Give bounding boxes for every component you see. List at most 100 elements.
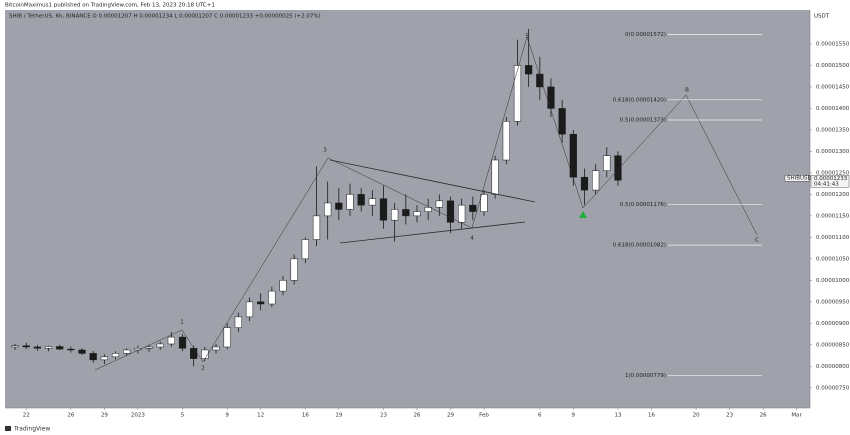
candle-body <box>614 155 622 181</box>
price-box-bg <box>784 175 810 182</box>
wave-label: 5 <box>525 34 529 40</box>
candle-body <box>201 349 209 359</box>
candle-body <box>156 343 164 348</box>
y-tick-label: 0.00001150 <box>816 213 850 219</box>
candle-body <box>89 353 97 361</box>
footer-brand: TradingView <box>13 426 50 433</box>
fib-label: 0.618(0.00001420) <box>613 97 666 103</box>
x-tick-label: Feb <box>479 413 489 419</box>
x-tick-label: 9 <box>572 413 576 419</box>
triangle-lower <box>339 221 526 244</box>
y-tick-label: 0.00000800 <box>816 364 850 370</box>
candle-body <box>167 336 175 345</box>
candle-body <box>257 301 265 305</box>
x-tick-label: 12 <box>257 413 264 419</box>
candle-body <box>536 73 544 88</box>
axis-labels: 0.00001550 0.00001500 0.00001450 0.00001400… <box>23 41 850 418</box>
candle-body <box>379 198 388 221</box>
candle-body <box>100 356 108 361</box>
candle-body <box>234 316 242 328</box>
x-tick-label: 6 <box>538 413 542 419</box>
candle-body <box>469 204 477 212</box>
candle-body <box>402 209 410 217</box>
symbol-line: SHIB / TetherUS, 6h, BINANCE O 0.0000120… <box>9 14 321 20</box>
brand-logo <box>5 426 11 431</box>
x-tick-label: 22 <box>23 413 30 419</box>
x-tick-label: Mar <box>791 413 802 419</box>
candle-body <box>290 258 298 281</box>
wave-label: 4 <box>470 236 474 242</box>
candle-body <box>56 346 64 350</box>
y-tick-label: 0.00001200 <box>816 192 850 198</box>
y-tick-label: 0.00000750 <box>816 385 850 391</box>
candle-body <box>346 194 354 210</box>
candle-body <box>178 336 187 349</box>
triangle-upper <box>329 159 536 203</box>
candle-body <box>268 290 276 305</box>
wave-label: 3 <box>323 148 327 154</box>
x-tick-label: 26 <box>413 413 420 419</box>
candle-body <box>513 65 522 122</box>
candle-body <box>190 348 198 359</box>
x-tick-label: 16 <box>648 413 655 419</box>
y-tick-label: 0.00000850 <box>816 342 850 348</box>
candle-body <box>458 204 466 223</box>
candle-body <box>134 348 142 351</box>
candle-body <box>480 194 488 212</box>
x-tick-label: 19 <box>335 413 342 419</box>
wave-label: B <box>685 88 689 94</box>
y-tick-label: 0.00001250 <box>816 170 850 176</box>
candle-body <box>145 346 153 349</box>
signal-marker <box>579 211 587 218</box>
candle-body <box>491 159 499 195</box>
candle-body <box>357 194 365 206</box>
candle-body <box>245 301 254 318</box>
price-tag-bg <box>810 175 850 188</box>
price-countdown: 04:41:43 <box>814 182 839 188</box>
y-tick-label: 0.00001300 <box>816 149 850 155</box>
y-tick-label: 0.00001100 <box>816 235 850 241</box>
candle-body <box>413 211 421 217</box>
y-tick-label: 0.00001450 <box>816 84 850 90</box>
candle-body <box>446 200 455 223</box>
candle-body <box>67 348 75 351</box>
y-tick-label: 0.00001000 <box>816 278 850 284</box>
y-tick-label: 0.00001400 <box>816 106 850 112</box>
axes <box>5 10 812 410</box>
fib-label: 0.618(0.00001082) <box>613 243 666 249</box>
x-tick-label: 16 <box>302 413 309 419</box>
y-tick-label: 0.00001350 <box>816 127 850 133</box>
fib-label: 0(0.00001572) <box>625 32 666 38</box>
fib-levels: 0(0.00001572) 0.618(0.00001420) 0.5(0.0000… <box>613 32 762 379</box>
x-tick-label: 26 <box>760 413 767 419</box>
fib-label: 1(0.00000779) <box>625 373 666 379</box>
candle-body <box>324 202 332 217</box>
candle-body <box>111 353 120 358</box>
x-tick-label: 20 <box>693 413 700 419</box>
wave-label: C <box>755 238 759 244</box>
fib-label: 0.5(0.00001176) <box>620 202 666 208</box>
candle-body <box>22 345 30 348</box>
x-tick-label: 29 <box>447 413 454 419</box>
candle-body <box>312 215 321 240</box>
x-tick-label: 26 <box>67 413 74 419</box>
publisher-line: BitcoinMaximus1 published on TradingView… <box>5 3 215 9</box>
candle-body <box>212 346 220 351</box>
x-tick-label: 5 <box>181 413 185 419</box>
price-value: 0.00001233 <box>814 176 848 182</box>
candle-body <box>592 170 600 191</box>
candles <box>11 28 622 367</box>
y-tick-label: 0.00000950 <box>816 299 850 305</box>
candle-body <box>580 176 589 191</box>
plot-area <box>5 10 810 408</box>
candle-body <box>123 349 131 354</box>
price-symbol: SHIBUSDT <box>787 176 816 182</box>
wave-labels: 1 2 3 4 5 B C <box>180 34 759 372</box>
fib-label: 0.5(0.00001373) <box>620 118 666 124</box>
wave-label: 2 <box>201 366 205 372</box>
candle-body <box>558 108 566 135</box>
drawings <box>94 36 758 371</box>
candle-body <box>525 65 533 75</box>
